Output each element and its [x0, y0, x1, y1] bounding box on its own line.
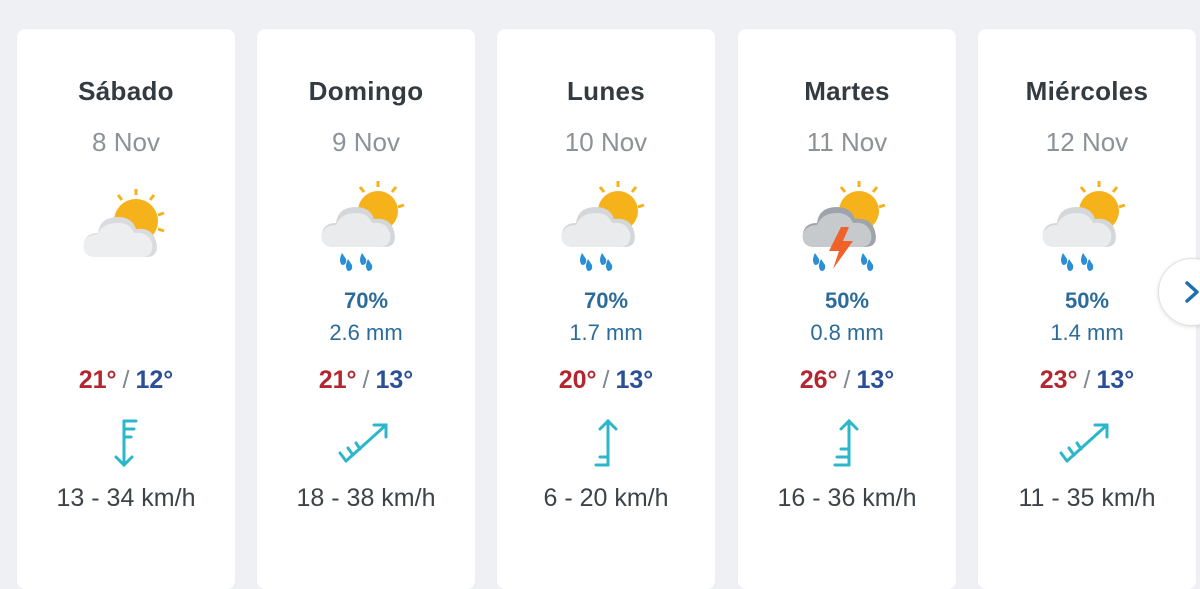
- day-date: 9 Nov: [332, 127, 400, 157]
- forecast-card[interactable]: Martes 11 Nov 50% 0.8 mm 26°/13°: [738, 29, 956, 589]
- rain-probability: 70%: [343, 288, 389, 313]
- wind-arrow-south-icon: [17, 415, 235, 471]
- rain-probability: 50%: [1064, 288, 1110, 313]
- cloud-sun-rain-icon: [978, 177, 1196, 273]
- cloud-sun-rain-icon: [497, 177, 715, 273]
- temperature-separator: /: [1083, 366, 1091, 394]
- forecast-card[interactable]: Domingo 9 Nov 70% 2.6 mm 21°/13°: [257, 29, 475, 589]
- wind-speed: 13 - 34 km/h: [56, 484, 196, 512]
- forecast-card[interactable]: Lunes 10 Nov 70% 1.7 mm 20°/13°: [497, 29, 715, 589]
- forecast-card[interactable]: Sábado 8 Nov 21°/12°: [17, 29, 235, 589]
- rain-amount: 1.7 mm: [569, 320, 643, 345]
- rain-amount: 2.6 mm: [329, 320, 403, 345]
- max-temperature: 21°: [318, 366, 357, 394]
- wind-arrow-northeast-icon: [257, 415, 475, 471]
- thunderstorm-icon: [738, 177, 956, 273]
- chevron-right-icon: [1185, 281, 1199, 303]
- day-date: 12 Nov: [1045, 127, 1129, 157]
- forecast-card[interactable]: Miércoles 12 Nov 50% 1.4 mm 23°/13°: [978, 29, 1196, 589]
- wind-speed: 6 - 20 km/h: [543, 484, 669, 512]
- day-date: 8 Nov: [92, 127, 160, 157]
- wind-speed: 11 - 35 km/h: [1018, 484, 1156, 512]
- temperature-separator: /: [122, 366, 130, 394]
- rain-probability: 70%: [583, 288, 629, 313]
- rain-amount: 0.8 mm: [810, 320, 884, 345]
- rain-probability: 50%: [824, 288, 870, 313]
- min-temperature: 13°: [615, 366, 654, 394]
- temperature-separator: /: [602, 366, 610, 394]
- temperature-range: 20°/13°: [497, 366, 715, 395]
- temperature-range: 21°/13°: [257, 366, 475, 395]
- wind-arrow-north-icon: [738, 415, 956, 471]
- min-temperature: 12°: [135, 366, 174, 394]
- day-date: 11 Nov: [806, 127, 888, 157]
- cloud-sun-rain-icon: [257, 177, 475, 273]
- wind-arrow-north-icon: [497, 415, 715, 471]
- day-name: Lunes: [566, 76, 646, 106]
- temperature-range: 21°/12°: [17, 366, 235, 395]
- forecast-strip: Sábado 8 Nov 21°/12°: [17, 29, 1200, 589]
- temperature-separator: /: [843, 366, 851, 394]
- max-temperature: 26°: [799, 366, 838, 394]
- max-temperature: 20°: [558, 366, 597, 394]
- day-name: Miércoles: [1025, 76, 1149, 106]
- day-name: Sábado: [78, 76, 174, 106]
- min-temperature: 13°: [1096, 366, 1135, 394]
- wind-speed: 18 - 38 km/h: [296, 484, 436, 512]
- day-date: 10 Nov: [564, 127, 648, 157]
- wind-speed: 16 - 36 km/h: [777, 484, 917, 512]
- min-temperature: 13°: [375, 366, 414, 394]
- partly-cloudy-icon: [17, 177, 235, 273]
- temperature-range: 23°/13°: [978, 366, 1196, 395]
- wind-arrow-northeast-icon: [978, 415, 1196, 471]
- rain-amount: 1.4 mm: [1050, 320, 1124, 345]
- temperature-separator: /: [362, 366, 370, 394]
- temperature-range: 26°/13°: [738, 366, 956, 395]
- max-temperature: 23°: [1039, 366, 1078, 394]
- day-name: Domingo: [308, 76, 424, 106]
- min-temperature: 13°: [856, 366, 895, 394]
- day-name: Martes: [804, 76, 890, 106]
- max-temperature: 21°: [78, 366, 117, 394]
